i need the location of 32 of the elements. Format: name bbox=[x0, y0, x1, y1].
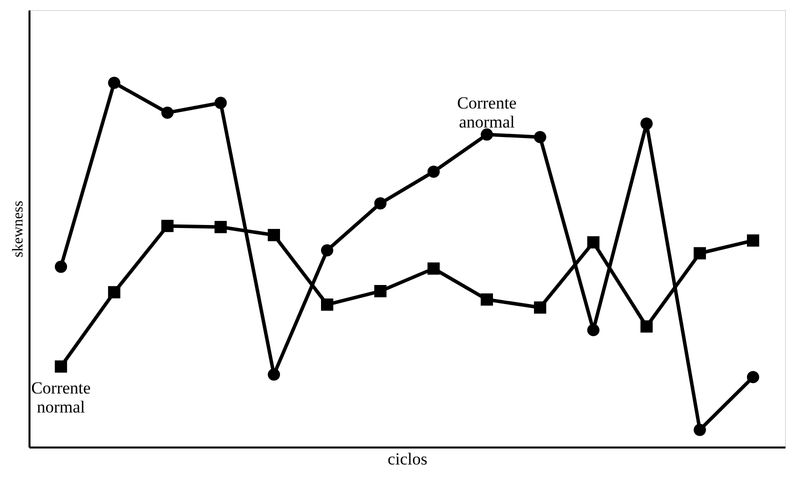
point bbox=[268, 228, 280, 242]
point bbox=[374, 197, 387, 210]
point bbox=[746, 370, 760, 384]
point bbox=[480, 293, 493, 306]
point bbox=[214, 96, 227, 109]
point bbox=[54, 360, 68, 373]
point bbox=[694, 424, 706, 436]
point bbox=[108, 76, 120, 89]
point bbox=[640, 320, 653, 333]
series-label: Corrente normal bbox=[31, 378, 91, 417]
point bbox=[268, 368, 280, 381]
point bbox=[161, 106, 174, 119]
point bbox=[587, 236, 600, 248]
x-axis-title: ciclos bbox=[388, 450, 428, 468]
point bbox=[534, 301, 546, 314]
point bbox=[54, 260, 68, 273]
point bbox=[587, 324, 600, 336]
point bbox=[321, 244, 334, 256]
y-axis-title: skewness bbox=[10, 200, 26, 258]
point bbox=[694, 247, 706, 260]
point bbox=[427, 166, 440, 178]
point bbox=[640, 118, 653, 130]
point bbox=[321, 298, 334, 311]
point bbox=[534, 130, 546, 144]
point bbox=[108, 286, 120, 298]
point bbox=[374, 285, 387, 298]
series-label: Corrente anormal bbox=[457, 94, 517, 132]
point bbox=[214, 220, 227, 234]
point bbox=[480, 128, 493, 141]
point bbox=[161, 220, 174, 232]
point bbox=[746, 234, 760, 247]
point bbox=[427, 262, 440, 275]
